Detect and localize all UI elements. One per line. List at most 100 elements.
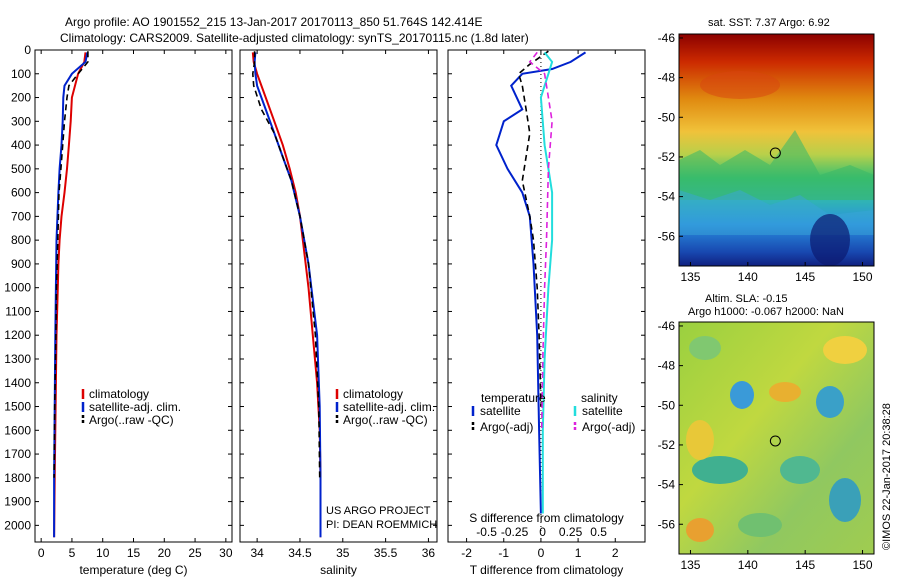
sla-map-subtitle: Argo h1000: -0.067 h2000: NaN <box>688 306 844 318</box>
y-tick-label: 1000 <box>4 281 31 295</box>
plot-frame <box>34 49 233 543</box>
map-y-tick-label: -46 <box>658 31 676 45</box>
map-y-tick-label: -54 <box>658 478 676 492</box>
map-x-tick-label: 145 <box>795 270 815 284</box>
legend-label: satellite <box>582 404 623 418</box>
x-tick-label: 36 <box>422 546 436 560</box>
x-tick-label: 15 <box>127 546 141 560</box>
x-tick-label: 2 <box>612 546 619 560</box>
series-line-1 <box>517 50 549 407</box>
x-tick-label: 0 <box>538 546 545 560</box>
map-y-tick-label: -48 <box>658 71 676 85</box>
map-y-tick-label: -56 <box>658 229 676 243</box>
map-y-tick-label: -50 <box>658 398 676 412</box>
series-line-2 <box>53 51 89 478</box>
map-y-tick-label: -52 <box>658 150 676 164</box>
pi-text: PI: DEAN ROEMMICH <box>326 519 437 531</box>
y-tick-label: 1200 <box>4 328 31 342</box>
x-tick-label: 10 <box>96 546 110 560</box>
secondary-tick-label: 0.25 <box>559 525 583 539</box>
y-tick-label: 2000 <box>4 518 31 532</box>
y-tick-label: 900 <box>11 257 31 271</box>
x-tick-label: 25 <box>188 546 202 560</box>
x-tick-label: 1 <box>575 546 582 560</box>
legend-label: satellite-adj. clim. <box>89 400 181 414</box>
legend-label: satellite-adj. clim. <box>343 400 435 414</box>
map-x-tick-label: 135 <box>680 558 700 572</box>
temperature-panel: 0 5 10 15 20 25 30 temperature (deg C) 0 100 200 30… <box>4 43 233 577</box>
sla-map: Altim. SLA: -0.15 Argo h1000: -0.067 h20… <box>658 293 875 572</box>
y-tick-label: 800 <box>11 233 31 247</box>
legend-label: Argo(-adj) <box>480 420 533 434</box>
secondary-tick-label: 0 <box>539 525 546 539</box>
credit-text: US ARGO PROJECT <box>326 505 431 517</box>
secondary-tick-label: 0.5 <box>590 525 607 539</box>
legend-header: temperature <box>481 391 546 405</box>
x-tick-label: -2 <box>461 546 472 560</box>
legend-header: salinity <box>581 391 618 405</box>
map-y-tick-label: -54 <box>658 190 676 204</box>
y-tick-label: 1600 <box>4 423 31 437</box>
y-tick-label: 500 <box>11 162 31 176</box>
series-line-2 <box>251 51 321 478</box>
legend-label: climatology <box>343 387 403 401</box>
sla-map-axes: 135 140 145 150 -46 -48 -50 -52 -54 -56 <box>658 319 873 572</box>
x-tick-label: -1 <box>498 546 509 560</box>
x-axis-label: T difference from climatology <box>470 563 624 577</box>
x-tick-label: 35.5 <box>374 546 398 560</box>
map-x-tick-label: 135 <box>680 270 700 284</box>
difference-panel: -2 -1 0 1 2 T difference from climatology -0.5… <box>447 49 646 577</box>
y-tick-label: 1100 <box>5 304 31 318</box>
secondary-tick-label: -0.5 <box>476 525 497 539</box>
timestamp-stamp: ©IMOS 22-Jan-2017 20:38:28 <box>881 403 893 550</box>
legend-label: Argo(..raw -QC) <box>89 413 174 427</box>
sla-map-title: Altim. SLA: -0.15 <box>705 293 788 305</box>
map-y-tick-label: -48 <box>658 359 676 373</box>
title-line-2: Climatology: CARS2009. Satellite-adjuste… <box>60 31 529 45</box>
sst-map-axes: 135 140 145 150 -46 -48 -50 -52 -54 -56 <box>658 31 873 284</box>
series-line-3 <box>528 51 553 431</box>
secondary-tick-label: -0.25 <box>501 525 529 539</box>
series-line-0 <box>53 52 87 538</box>
y-tick-label: 200 <box>11 91 31 105</box>
legend-label: satellite <box>480 404 521 418</box>
map-y-tick-label: -46 <box>658 319 676 333</box>
map-x-tick-label: 150 <box>853 270 873 284</box>
x-tick-label: 0 <box>38 546 45 560</box>
map-x-tick-label: 140 <box>738 270 758 284</box>
series-line-0 <box>495 51 587 514</box>
x-tick-label: 35 <box>336 546 350 560</box>
title-line-1: Argo profile: AO 1901552_215 13-Jan-2017… <box>65 15 482 29</box>
y-tick-label: 300 <box>11 114 31 128</box>
x-tick-label: 5 <box>69 546 76 560</box>
map-x-tick-label: 145 <box>795 558 815 572</box>
map-y-tick-label: -52 <box>658 438 676 452</box>
x-axis-label: salinity <box>320 563 357 577</box>
y-tick-label: 1900 <box>4 495 31 509</box>
x-tick-label: 30 <box>219 546 233 560</box>
sst-map-title: sat. SST: 7.37 Argo: 6.92 <box>708 17 830 29</box>
x-tick-label: 34 <box>250 546 264 560</box>
y-tick-label: 600 <box>11 186 31 200</box>
sst-map: sat. SST: 7.37 Argo: 6.92 135 140 145 150 -4… <box>658 17 875 284</box>
argo-location-marker <box>769 147 781 159</box>
map-y-tick-label: -50 <box>658 110 676 124</box>
secondary-x-label: S difference from climatology <box>469 511 624 525</box>
salinity-panel: 34 34.5 35 35.5 36 salinity climatologysatelli… <box>239 49 438 577</box>
x-axis-label: temperature (deg C) <box>79 563 187 577</box>
y-tick-label: 400 <box>11 138 31 152</box>
map-x-tick-label: 140 <box>738 558 758 572</box>
plot-frame <box>239 49 438 543</box>
y-tick-label: 0 <box>24 43 31 57</box>
y-tick-label: 1300 <box>4 352 31 366</box>
series-line-2 <box>539 51 554 514</box>
y-tick-label: 1400 <box>4 376 31 390</box>
y-tick-label: 1800 <box>4 471 31 485</box>
series-line-1 <box>53 52 89 538</box>
legend-label: Argo(..raw -QC) <box>343 413 428 427</box>
y-tick-label: 1500 <box>4 400 31 414</box>
x-tick-label: 20 <box>158 546 172 560</box>
plot-frame <box>447 49 646 543</box>
x-tick-label: 34.5 <box>288 546 312 560</box>
